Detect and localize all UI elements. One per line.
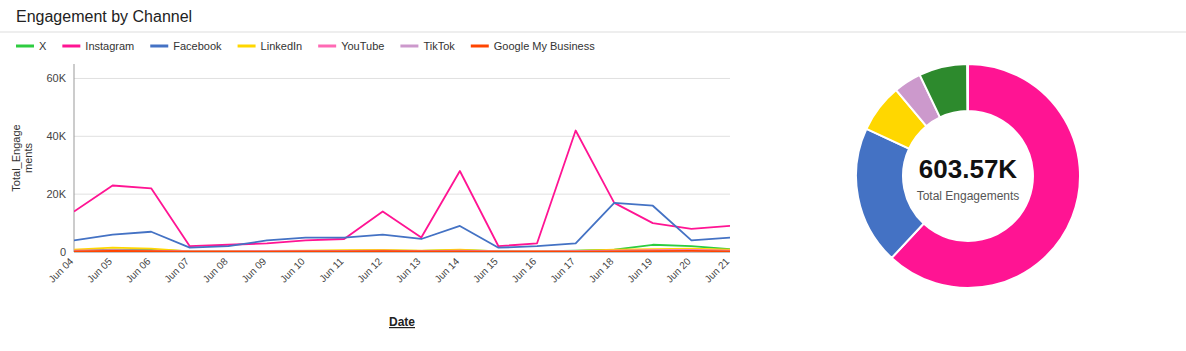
legend-swatch xyxy=(318,45,336,48)
y-axis-line xyxy=(74,64,75,252)
legend-item: Facebook xyxy=(150,40,222,52)
figure: Engagement by Channel 0 20K 40K 60K Jun 04 Jun… xyxy=(0,0,1186,351)
legend-swatch xyxy=(238,45,256,48)
series-line xyxy=(74,250,730,252)
legend-label: LinkedIn xyxy=(261,40,303,52)
title: Engagement by Channel xyxy=(16,8,192,25)
x-tick-label: Jun 13 xyxy=(394,255,423,284)
x-tick-label: Jun 09 xyxy=(239,255,268,284)
background xyxy=(0,0,1186,351)
x-tick-label: Jun 18 xyxy=(587,255,616,284)
y-axis-label: Total_Engagements xyxy=(10,124,34,191)
x-tick-label: Jun 12 xyxy=(355,255,384,284)
y-tick-label: 20K xyxy=(46,188,66,200)
divider xyxy=(0,32,1186,33)
legend-item: Google My Business xyxy=(471,40,595,52)
y-tick-label: 40K xyxy=(46,130,66,142)
x-tick-label: Jun 16 xyxy=(509,255,538,284)
center-label: Total Engagements xyxy=(917,189,1020,203)
line-chart: Engagement by Channel 0 20K 40K 60K Jun 04 Jun… xyxy=(0,8,1186,329)
donut-slice xyxy=(892,64,1080,288)
legend-swatch xyxy=(400,45,418,48)
legend-label: YouTube xyxy=(341,40,384,52)
series-line xyxy=(74,131,730,247)
x-tick-label: Jun 04 xyxy=(46,255,75,284)
x-tick-label: Jun 07 xyxy=(162,255,191,284)
legend-label: Facebook xyxy=(173,40,222,52)
legend-swatch xyxy=(16,45,34,48)
series-line xyxy=(74,250,730,251)
legend-item: LinkedIn xyxy=(238,40,303,52)
x-tick-label: Jun 06 xyxy=(124,255,153,284)
legend-swatch xyxy=(62,45,80,48)
x-tick-label: Jun 20 xyxy=(664,255,693,284)
series-line xyxy=(74,203,730,248)
series-line xyxy=(74,245,730,252)
x-axis-label: Date xyxy=(389,315,415,329)
x-tick-label: Jun 08 xyxy=(201,255,230,284)
y-axis-label-line: Total_Engage xyxy=(10,124,22,191)
series-line xyxy=(74,251,730,252)
y-tick-label: 60K xyxy=(46,72,66,84)
legend-item: Instagram xyxy=(62,40,134,52)
legend-label: Google My Business xyxy=(494,40,595,52)
series-line xyxy=(74,248,730,252)
center-value: 603.57K xyxy=(919,154,1018,184)
legend: X Instagram Facebook LinkedIn YouTube TikTok G… xyxy=(16,40,595,52)
legend-label: X xyxy=(39,40,47,52)
grid-line xyxy=(74,194,730,195)
y-tick-label: 0 xyxy=(60,246,66,258)
legend-swatch xyxy=(471,45,489,48)
x-tick-label: Jun 17 xyxy=(548,255,577,284)
x-axis-line xyxy=(74,252,730,253)
x-tick-label: Jun 14 xyxy=(432,255,461,284)
x-tick-label: Jun 10 xyxy=(278,255,307,284)
grid-line xyxy=(74,136,730,137)
legend-swatch xyxy=(150,45,168,48)
legend-item: TikTok xyxy=(400,40,455,52)
x-tick-label: Jun 15 xyxy=(471,255,500,284)
donut-slice xyxy=(920,64,968,117)
donut-slice xyxy=(856,129,924,258)
donut-slice xyxy=(966,64,969,111)
donut-chart: 603.57K Total Engagements xyxy=(856,64,1080,288)
x-tick-label: Jun 05 xyxy=(85,255,114,284)
y-axis-label-line: ments xyxy=(22,143,34,173)
x-tick-label: Jun 19 xyxy=(625,255,654,284)
x-tick-label: Jun 21 xyxy=(702,255,731,284)
legend-label: TikTok xyxy=(423,40,455,52)
series-group xyxy=(74,131,730,252)
x-tick-label: Jun 11 xyxy=(317,255,346,284)
grid-line xyxy=(74,252,730,253)
legend-item: X xyxy=(16,40,47,52)
grid-line xyxy=(74,78,730,79)
legend-label: Instagram xyxy=(85,40,134,52)
legend-item: YouTube xyxy=(318,40,384,52)
